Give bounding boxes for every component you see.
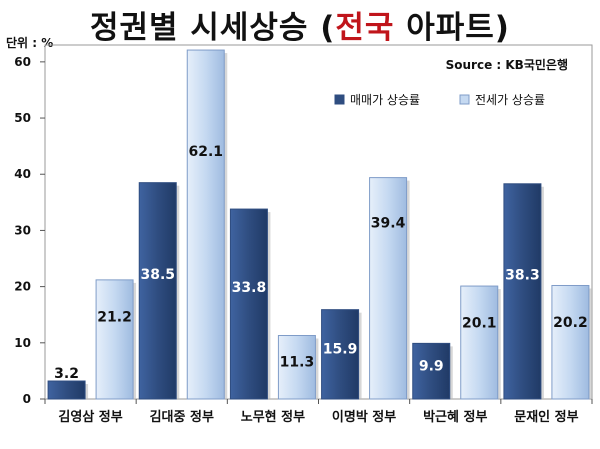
legend-swatch-jeonse: [459, 94, 470, 105]
data-label: 62.1: [188, 144, 223, 160]
category-label: 김영삼 정부: [58, 409, 122, 425]
category-label: 김대중 정부: [150, 409, 214, 425]
data-label: 38.3: [505, 268, 540, 284]
y-tick-label: 20: [14, 280, 31, 294]
chart-title: 정권별 시세상승 (전국 아파트): [0, 2, 600, 47]
data-label: 38.5: [140, 267, 175, 283]
data-label: 11.3: [280, 355, 315, 371]
jeonse-bar: [551, 284, 590, 400]
y-tick-label: 30: [14, 223, 31, 237]
y-tick-label: 0: [23, 392, 31, 406]
y-tick-label: 10: [14, 336, 31, 350]
sale-bar: [321, 309, 360, 400]
sale-bar: [229, 208, 268, 400]
jeonse-bar: [369, 177, 408, 400]
category-label: 노무현 정부: [241, 409, 305, 425]
sale-bar: [503, 183, 542, 400]
sale-bar: [412, 342, 451, 400]
data-label: 33.8: [232, 280, 267, 296]
data-label: 9.9: [419, 359, 444, 375]
title-prefix: 정권별 시세상승 (: [90, 10, 336, 46]
legend-swatch-sale: [334, 94, 345, 105]
category-label: 이명박 정부: [332, 409, 396, 425]
unit-label: 단위 : %: [6, 36, 54, 50]
data-label: 39.4: [371, 216, 406, 232]
data-label: 21.2: [97, 309, 132, 325]
data-label: 3.2: [54, 366, 79, 382]
legend-label-jeonse: 전세가 상승률: [475, 93, 545, 107]
category-label: 문재인 정부: [514, 409, 578, 425]
title-suffix: 아파트): [394, 10, 510, 46]
sale-bar: [138, 182, 177, 400]
legend-label-sale: 매매가 상승률: [350, 93, 420, 107]
sale-bar: [47, 380, 86, 400]
y-tick-label: 60: [14, 55, 31, 69]
y-tick-label: 40: [14, 167, 31, 181]
category-label: 박근혜 정부: [423, 409, 487, 425]
y-tick-label: 50: [14, 111, 31, 125]
data-label: 15.9: [323, 342, 358, 358]
data-label: 20.1: [462, 316, 497, 332]
title-highlight: 전국: [335, 10, 395, 46]
jeonse-bar: [277, 335, 316, 400]
jeonse-bar: [460, 285, 499, 400]
jeonse-bar: [95, 279, 134, 400]
jeonse-bar: [186, 49, 225, 400]
source-label: Source : KB국민은행: [445, 58, 568, 72]
data-label: 20.2: [553, 315, 588, 331]
